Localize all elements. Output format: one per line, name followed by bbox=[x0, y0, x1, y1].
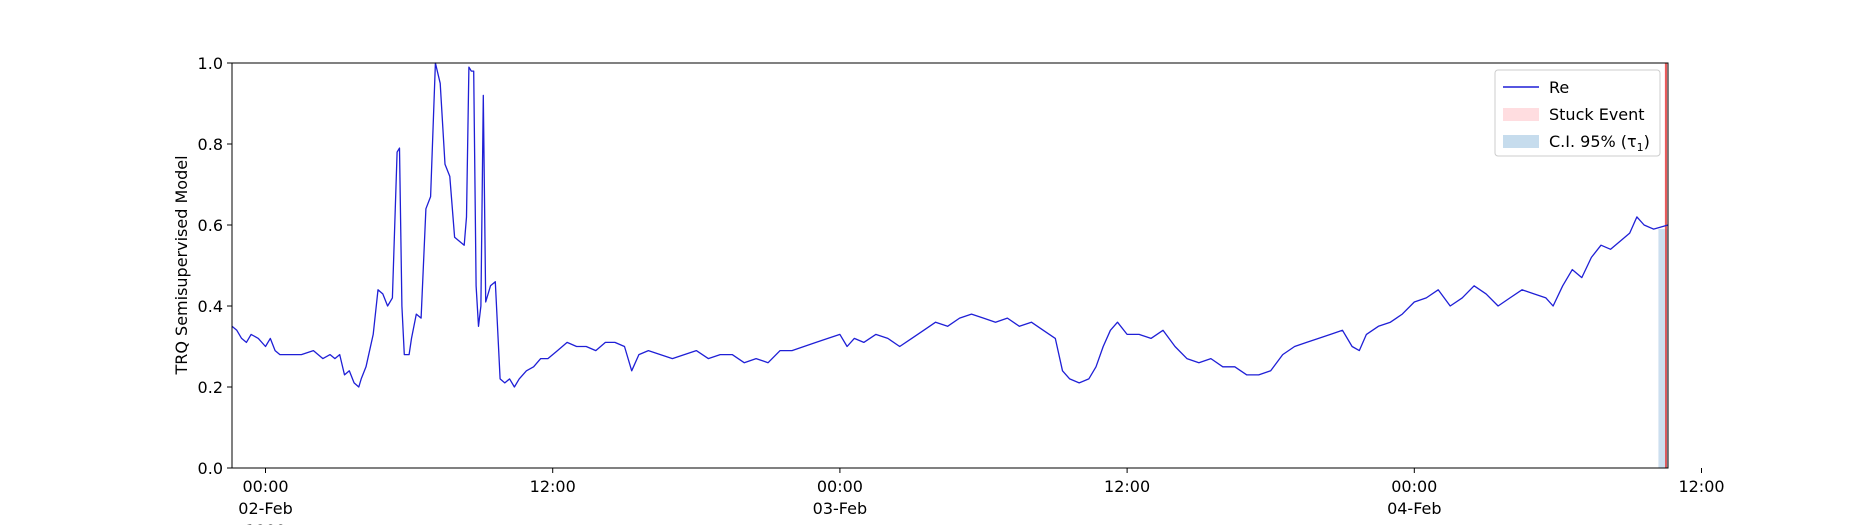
legend-swatch-patch bbox=[1503, 135, 1539, 148]
series-line-re bbox=[231, 62, 1669, 388]
y-tick-label: 0.0 bbox=[198, 459, 223, 478]
y-tick-label: 0.6 bbox=[198, 216, 223, 235]
y-tick-label: 0.8 bbox=[198, 135, 223, 154]
legend-label: C.I. 95% (τ1) bbox=[1549, 132, 1650, 154]
x-axis: 00:00 02-Feb 1900 12:00 00:00 03-Feb 12:00 00:0… bbox=[238, 468, 1725, 525]
x-tick-label: 12:00 bbox=[530, 477, 576, 496]
legend-swatch-patch bbox=[1503, 108, 1539, 121]
legend-label: Stuck Event bbox=[1549, 105, 1645, 124]
region-c-i-95-1 bbox=[1658, 229, 1668, 468]
x-tick-label: 12:00 bbox=[1678, 477, 1724, 496]
legend-box bbox=[1494, 69, 1661, 157]
x-tick-label: 00:00 bbox=[817, 477, 863, 496]
shaded-regions bbox=[1658, 63, 1668, 468]
y-tick-label: 0.2 bbox=[198, 378, 223, 397]
legend-label: Re bbox=[1549, 78, 1569, 97]
x-tick-label: 00:00 bbox=[1391, 477, 1437, 496]
plot-frame bbox=[231, 62, 1669, 469]
y-tick-label: 0.4 bbox=[198, 297, 223, 316]
x-tick-label: 03-Feb bbox=[813, 499, 867, 518]
x-tick-label: 00:00 bbox=[242, 477, 288, 496]
y-tick-label: 1.0 bbox=[198, 54, 223, 73]
series-layer bbox=[231, 62, 1669, 388]
x-tick-label: 12:00 bbox=[1104, 477, 1150, 496]
y-axis: 0.0 0.2 0.4 0.6 0.8 1.0 bbox=[198, 54, 232, 478]
y-axis-label: TRQ Semisupervised Model bbox=[172, 155, 191, 375]
x-tick-label: 1900 bbox=[245, 521, 286, 525]
x-tick-label: 04-Feb bbox=[1387, 499, 1441, 518]
x-tick-label: 02-Feb bbox=[238, 499, 292, 518]
legend: Re Stuck Event C.I. 95% (τ1) bbox=[1494, 69, 1661, 157]
